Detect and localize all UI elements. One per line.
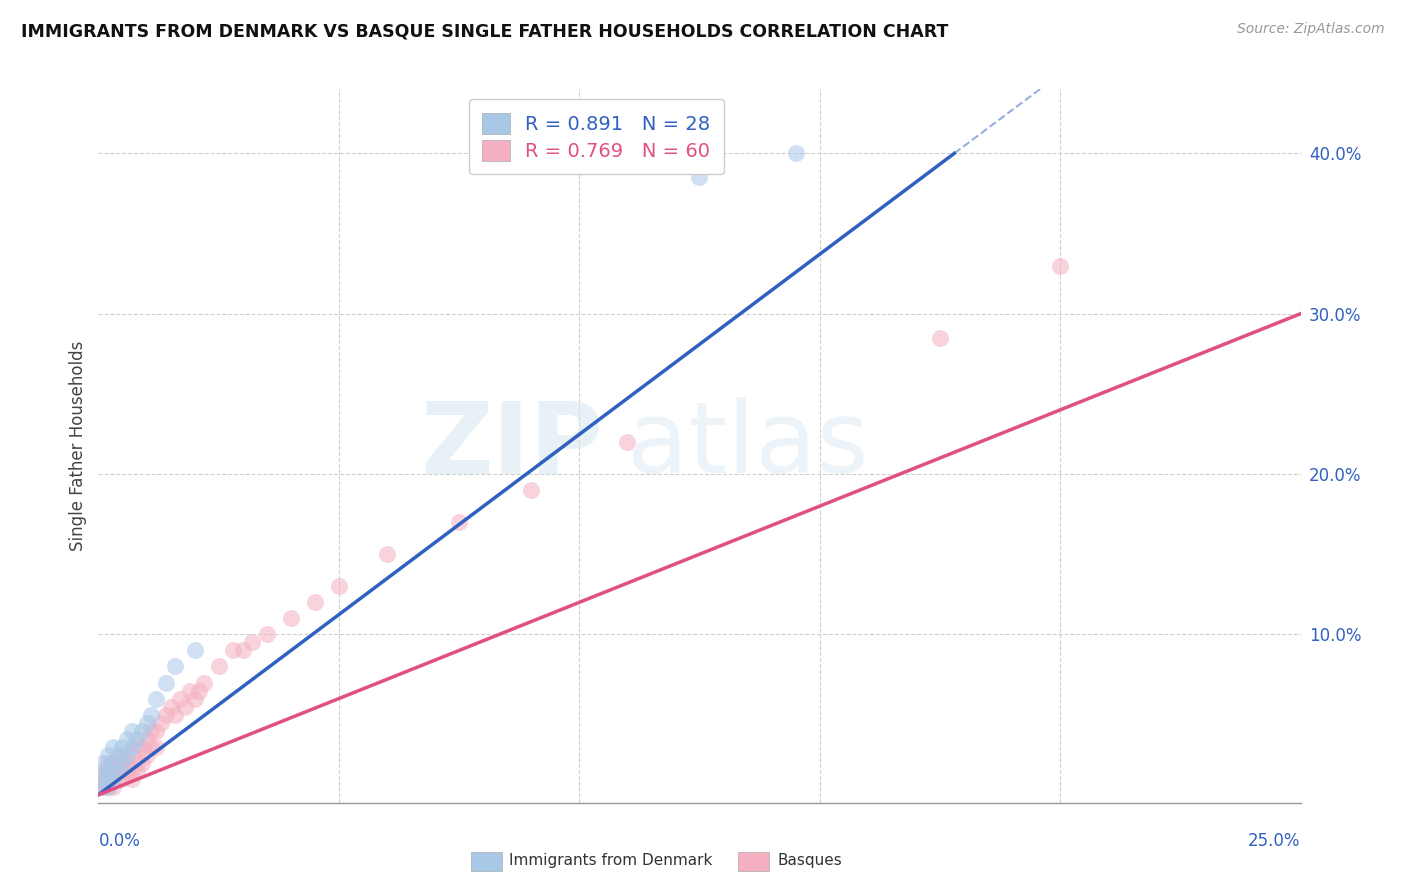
Point bbox=[240, 635, 263, 649]
Point bbox=[183, 691, 205, 706]
Text: Immigrants from Denmark: Immigrants from Denmark bbox=[509, 854, 713, 868]
Point bbox=[159, 699, 181, 714]
Point bbox=[232, 643, 254, 657]
Point bbox=[117, 764, 139, 778]
Point bbox=[520, 483, 543, 497]
Point bbox=[304, 595, 326, 609]
Point bbox=[121, 747, 143, 762]
Point bbox=[169, 691, 191, 706]
Point bbox=[1049, 259, 1071, 273]
Point bbox=[141, 723, 163, 738]
Point bbox=[125, 731, 148, 746]
Text: atlas: atlas bbox=[627, 398, 869, 494]
Point bbox=[111, 756, 134, 770]
Point bbox=[117, 756, 139, 770]
Point bbox=[179, 683, 201, 698]
Point bbox=[280, 611, 302, 625]
Point bbox=[165, 659, 187, 673]
Point bbox=[117, 747, 139, 762]
Point bbox=[91, 772, 114, 786]
Point bbox=[328, 579, 350, 593]
Point bbox=[107, 764, 129, 778]
Point bbox=[121, 764, 143, 778]
Point bbox=[91, 772, 114, 786]
Text: Source: ZipAtlas.com: Source: ZipAtlas.com bbox=[1237, 22, 1385, 37]
Text: 0.0%: 0.0% bbox=[98, 831, 141, 850]
Point bbox=[97, 772, 120, 786]
Point bbox=[97, 756, 120, 770]
Point bbox=[91, 764, 114, 778]
Point bbox=[375, 547, 398, 561]
Point bbox=[97, 747, 120, 762]
Point bbox=[188, 683, 211, 698]
Point bbox=[111, 772, 134, 786]
Point bbox=[222, 643, 245, 657]
Point bbox=[91, 780, 114, 794]
Point bbox=[135, 731, 157, 746]
Point bbox=[145, 739, 167, 754]
Point bbox=[155, 675, 177, 690]
Point bbox=[928, 331, 950, 345]
Legend: R = 0.891   N = 28, R = 0.769   N = 60: R = 0.891 N = 28, R = 0.769 N = 60 bbox=[468, 99, 724, 174]
Text: ZIP: ZIP bbox=[420, 398, 603, 494]
Point bbox=[165, 707, 187, 722]
Text: 25.0%: 25.0% bbox=[1249, 831, 1301, 850]
Point bbox=[121, 723, 143, 738]
Point bbox=[111, 756, 134, 770]
Point bbox=[616, 435, 638, 450]
Point bbox=[208, 659, 231, 673]
Point bbox=[256, 627, 278, 641]
Point bbox=[121, 739, 143, 754]
Point bbox=[107, 772, 129, 786]
Point bbox=[131, 739, 153, 754]
Point bbox=[101, 772, 124, 786]
Point bbox=[91, 756, 114, 770]
Point bbox=[117, 731, 139, 746]
Point bbox=[447, 515, 470, 529]
Point bbox=[107, 747, 129, 762]
Point bbox=[97, 764, 120, 778]
Point bbox=[101, 780, 124, 794]
Point bbox=[155, 707, 177, 722]
Point bbox=[688, 170, 710, 185]
Point bbox=[107, 764, 129, 778]
Point bbox=[141, 739, 163, 754]
Point bbox=[101, 764, 124, 778]
Point bbox=[131, 756, 153, 770]
Point bbox=[94, 772, 117, 786]
Point bbox=[145, 723, 167, 738]
Point bbox=[135, 715, 157, 730]
Point bbox=[97, 780, 120, 794]
Point bbox=[97, 764, 120, 778]
Point bbox=[94, 764, 117, 778]
Point bbox=[101, 756, 124, 770]
Point bbox=[145, 691, 167, 706]
Point bbox=[121, 772, 143, 786]
Point bbox=[90, 780, 112, 794]
Point bbox=[125, 756, 148, 770]
Point bbox=[174, 699, 197, 714]
Text: Basques: Basques bbox=[778, 854, 842, 868]
Point bbox=[131, 723, 153, 738]
Text: IMMIGRANTS FROM DENMARK VS BASQUE SINGLE FATHER HOUSEHOLDS CORRELATION CHART: IMMIGRANTS FROM DENMARK VS BASQUE SINGLE… bbox=[21, 22, 949, 40]
Point bbox=[193, 675, 215, 690]
Point bbox=[183, 643, 205, 657]
Point bbox=[90, 780, 112, 794]
Point bbox=[97, 780, 120, 794]
Point bbox=[101, 756, 124, 770]
Point bbox=[149, 715, 172, 730]
Point bbox=[111, 764, 134, 778]
Point bbox=[111, 747, 134, 762]
Point bbox=[141, 707, 163, 722]
Point bbox=[125, 764, 148, 778]
Point bbox=[135, 747, 157, 762]
Point bbox=[107, 756, 129, 770]
Y-axis label: Single Father Households: Single Father Households bbox=[69, 341, 87, 551]
Point bbox=[125, 739, 148, 754]
Point bbox=[101, 739, 124, 754]
Point bbox=[101, 772, 124, 786]
Point bbox=[785, 146, 807, 161]
Point bbox=[111, 739, 134, 754]
